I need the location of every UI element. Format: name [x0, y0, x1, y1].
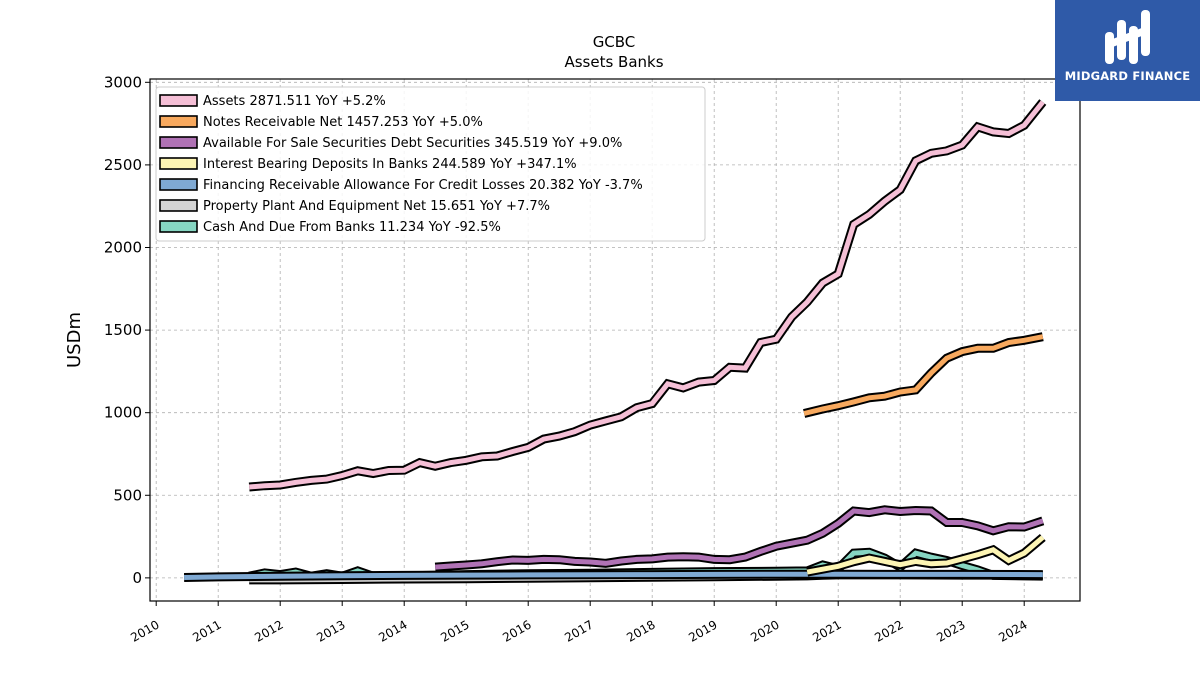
legend-label: Interest Bearing Deposits In Banks 244.5… [203, 157, 577, 172]
series-1 [248, 99, 1047, 492]
x-tick-label: 2022 [872, 617, 905, 644]
logo-text: MIDGARD FINANCE [1064, 69, 1191, 83]
y-tick-label: 500 [113, 486, 142, 504]
y-tick-label: 2500 [104, 156, 142, 174]
series-line [248, 100, 1045, 490]
y-tick-label: 3000 [104, 73, 142, 91]
legend-label: Cash And Due From Banks 11.234 YoY -92.5… [203, 220, 501, 235]
x-tick-label: 2024 [996, 617, 1029, 644]
legend-swatch [159, 178, 198, 191]
x-tick-label: 2011 [190, 617, 223, 644]
plot-frame [149, 78, 1081, 602]
x-tick-label: 2018 [624, 617, 657, 644]
series-3 [434, 505, 1045, 572]
x-tick-label: 2020 [748, 617, 781, 644]
series-4 [806, 533, 1046, 577]
series-layer [184, 99, 1047, 585]
x-tick-label: 2019 [686, 617, 719, 644]
y-axis-label: USDm [64, 312, 85, 368]
series-2 [803, 332, 1044, 418]
series-line [803, 334, 1044, 416]
legend: Assets 2871.511 YoY +5.2% Notes Receivabl… [155, 86, 706, 242]
legend-swatch [159, 94, 198, 107]
x-tick-label: 2010 [128, 617, 161, 644]
series-outline [803, 332, 1044, 418]
midgard-logo-icon [1105, 10, 1150, 64]
x-tick-label: 2023 [934, 617, 967, 644]
legend-label: Available For Sale Securities Debt Secur… [203, 136, 622, 151]
y-tick-label: 0 [132, 569, 142, 587]
brand-logo: MIDGARD FINANCE [1055, 0, 1200, 101]
x-tick-label: 2012 [252, 617, 285, 644]
legend-box [155, 86, 706, 242]
y-tick-label: 1500 [104, 321, 142, 339]
x-tick-label: 2021 [810, 617, 843, 644]
series-line [184, 571, 1043, 580]
chart-title: GCBC [593, 33, 636, 51]
x-tick-label: 2016 [500, 617, 533, 644]
series-5 [184, 569, 1043, 582]
legend-label: Notes Receivable Net 1457.253 YoY +5.0% [203, 115, 483, 130]
legend-swatch [159, 199, 198, 212]
legend-swatch [159, 157, 198, 170]
legend-swatch [159, 136, 198, 149]
x-tick-label: 2015 [438, 617, 471, 644]
x-tick-label: 2014 [376, 617, 409, 644]
x-tick-label: 2013 [314, 617, 347, 644]
y-tick-label: 1000 [104, 404, 142, 422]
legend-label: Property Plant And Equipment Net 15.651 … [203, 199, 550, 214]
legend-label: Financing Receivable Allowance For Credi… [203, 178, 643, 193]
x-tick-label: 2017 [562, 617, 595, 644]
legend-swatch [159, 220, 198, 233]
y-tick-label: 2000 [104, 238, 142, 256]
legend-swatch [159, 115, 198, 128]
chart-subtitle: Assets Banks [564, 53, 663, 71]
legend-label: Assets 2871.511 YoY +5.2% [203, 94, 386, 109]
series-line [435, 507, 1044, 570]
series-line [806, 535, 1045, 575]
